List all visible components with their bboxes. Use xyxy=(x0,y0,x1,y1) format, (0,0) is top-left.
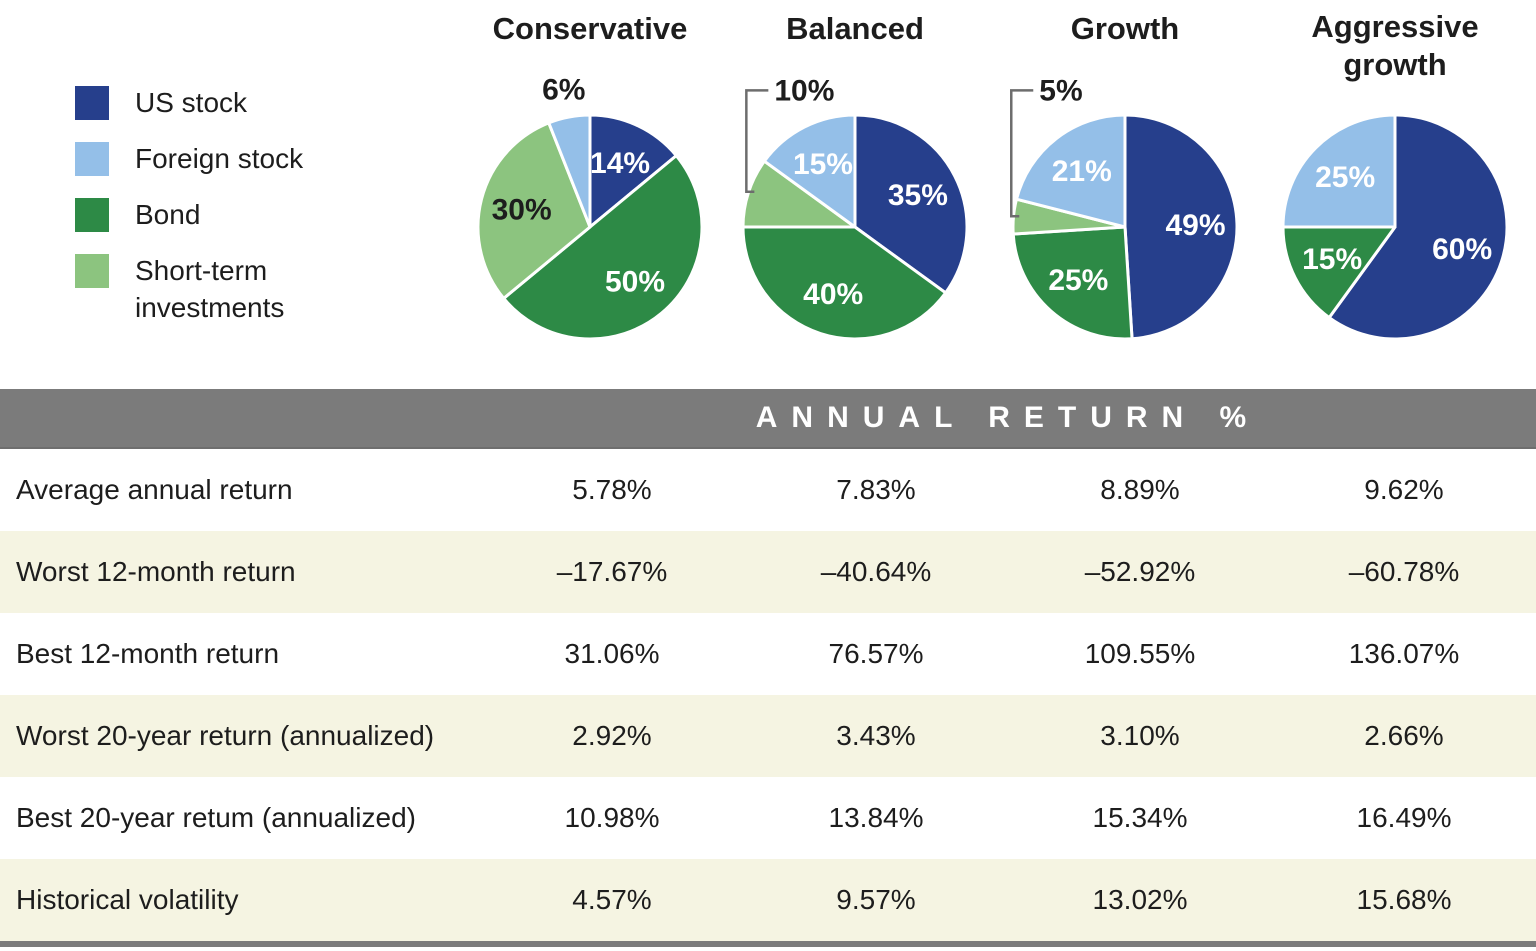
pie-title-balanced: Balanced xyxy=(786,11,924,46)
cell-conservative: 5.78% xyxy=(572,474,652,505)
legend-item-bond: Bond xyxy=(75,198,345,233)
cell-aggressive: –60.78% xyxy=(1348,556,1460,587)
cell-balanced: 76.57% xyxy=(828,638,924,669)
legend-item-short-term: Short-term investments xyxy=(75,254,345,326)
row-label: Worst 20-year return (annualized) xyxy=(16,720,435,751)
pie-title-growth: Growth xyxy=(1070,11,1180,46)
pie-slice-label: 60% xyxy=(1432,233,1492,266)
pie-slice-foreign-stock xyxy=(1015,113,1127,229)
row-label: Best 12-month return xyxy=(16,638,280,669)
legend-label: Bond xyxy=(135,199,201,230)
pie-slice-foreign-stock xyxy=(1281,113,1397,229)
annual-return-header-band: ANNUAL RETURN % xyxy=(0,389,1536,449)
pie-slice-bond xyxy=(502,154,704,341)
cell-balanced: 3.43% xyxy=(836,720,916,751)
table-row: Best 20-year retum (annualized) 10.98% 1… xyxy=(0,777,1536,859)
pie-balanced: 35% 40% 10% 15% xyxy=(741,74,969,341)
pie-slice-bond xyxy=(1281,225,1397,320)
pie-conservative: 14% 50% 30% 6% xyxy=(476,73,704,341)
pie-slice-label: 30% xyxy=(492,193,552,226)
legend-item-us-stock: US stock xyxy=(75,86,345,121)
legend-label: Short-term investments xyxy=(135,255,285,323)
cell-growth: 8.89% xyxy=(1100,474,1180,505)
pie-slice-foreign-stock xyxy=(762,113,857,229)
cell-balanced: 7.83% xyxy=(836,474,916,505)
row-label: Best 20-year retum (annualized) xyxy=(16,802,416,833)
cell-aggressive: 9.62% xyxy=(1364,474,1444,505)
pie-slice-bond xyxy=(1011,225,1134,341)
pie-charts-section: US stock Foreign stock Bond Short-term i… xyxy=(0,0,1536,389)
pie-slice-label: 5% xyxy=(1039,74,1082,107)
pie-slice-foreign-stock xyxy=(547,113,592,229)
table-row: Historical volatility 4.57% 9.57% 13.02%… xyxy=(0,859,1536,941)
row-label: Average annual return xyxy=(16,474,293,505)
cell-growth: 13.02% xyxy=(1092,884,1188,915)
table-row: Worst 12-month return –17.67% –40.64% –5… xyxy=(0,531,1536,613)
table-row: Average annual return 5.78% 7.83% 8.89% … xyxy=(0,449,1536,531)
bottom-divider xyxy=(0,941,1536,947)
table-row: Best 12-month return 31.06% 76.57% 109.5… xyxy=(0,613,1536,695)
pie-slice-label: 6% xyxy=(542,73,585,106)
pie-slice-us-stock xyxy=(1123,113,1239,341)
legend-label: US stock xyxy=(135,87,248,118)
bond-swatch-icon xyxy=(75,198,109,232)
legend: US stock Foreign stock Bond Short-term i… xyxy=(0,0,380,389)
pie-slice-us-stock xyxy=(853,113,969,295)
cell-growth: 3.10% xyxy=(1100,720,1180,751)
pie-title-aggressive-growth: Aggressive growth xyxy=(1311,9,1479,82)
pie-aggressive-growth: 60% 15% 25% xyxy=(1281,113,1509,341)
pie-slice-label: 15% xyxy=(1302,243,1362,276)
legend-label: Foreign stock xyxy=(135,143,304,174)
pie-slice-label: 25% xyxy=(1315,161,1375,194)
cell-balanced: 13.84% xyxy=(828,802,924,833)
pie-slice-label: 15% xyxy=(793,148,853,181)
cell-conservative: –17.67% xyxy=(556,556,668,587)
legend-item-foreign-stock: Foreign stock xyxy=(75,142,345,177)
annual-return-header-title: ANNUAL RETURN % xyxy=(755,401,1261,434)
row-label: Historical volatility xyxy=(16,884,239,915)
pie-growth: 49% 25% 5% 21% xyxy=(1010,74,1239,341)
returns-table: Average annual return 5.78% 7.83% 8.89% … xyxy=(0,449,1536,941)
cell-aggressive: 16.49% xyxy=(1356,802,1452,833)
pie-slice-label: 25% xyxy=(1048,264,1108,297)
row-label: Worst 12-month return xyxy=(16,556,296,587)
foreign-stock-swatch-icon xyxy=(75,142,109,176)
cell-aggressive: 136.07% xyxy=(1348,638,1460,669)
pie-title-conservative: Conservative xyxy=(492,11,688,46)
us-stock-swatch-icon xyxy=(75,86,109,120)
cell-conservative: 10.98% xyxy=(564,802,660,833)
pie-slice-label: 21% xyxy=(1052,155,1112,188)
cell-balanced: –40.64% xyxy=(820,556,932,587)
pie-slice-label: 14% xyxy=(590,147,650,180)
pie-slice-label: 40% xyxy=(803,278,863,311)
pie-slice-label: 49% xyxy=(1166,209,1226,242)
cell-growth: 15.34% xyxy=(1092,802,1188,833)
pie-slice-label: 50% xyxy=(605,265,665,298)
cell-aggressive: 2.66% xyxy=(1364,720,1444,751)
pie-slice-us-stock xyxy=(1327,113,1509,341)
pie-slice-us-stock xyxy=(588,113,678,229)
short-term-swatch-icon xyxy=(75,254,109,288)
cell-growth: –52.92% xyxy=(1084,556,1196,587)
cell-conservative: 4.57% xyxy=(572,884,652,915)
callout-line xyxy=(1010,89,1034,218)
pie-slice-label: 35% xyxy=(888,179,948,212)
callout-line xyxy=(745,89,769,193)
cell-aggressive: 15.68% xyxy=(1356,884,1452,915)
pie-charts-svg: 14% 50% 30% 6% 35% 40% 10% 15% 49% 25% 5% 21% 60% 15%… xyxy=(476,73,1509,341)
cell-balanced: 9.57% xyxy=(836,884,916,915)
pie-slice-short-term-investments xyxy=(476,121,592,300)
pie-slice-bond xyxy=(741,225,948,341)
cell-growth: 109.55% xyxy=(1084,638,1196,669)
cell-conservative: 2.92% xyxy=(572,720,652,751)
cell-conservative: 31.06% xyxy=(564,638,660,669)
pie-slice-label: 10% xyxy=(774,74,834,107)
table-row: Worst 20-year return (annualized) 2.92% … xyxy=(0,695,1536,777)
